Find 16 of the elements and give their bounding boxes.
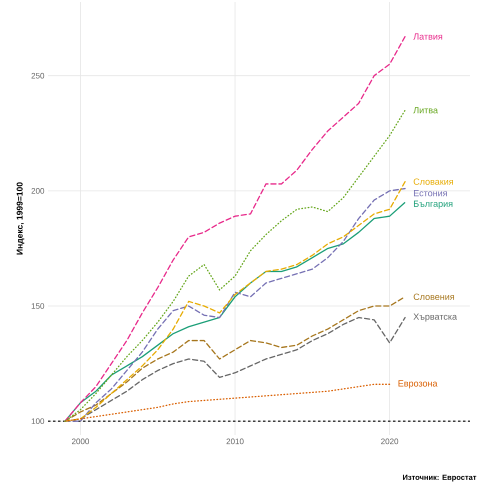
series-label: Словакия [414,178,453,185]
x-tick-label: 2010 [226,438,244,444]
x-tick-label: 2020 [381,438,398,444]
series-label: Латвия [413,33,442,40]
y-tick-label: 200 [32,188,44,194]
series-label: Литва [413,107,438,114]
y-tick-label: 100 [32,418,44,424]
x-tick-label: 2000 [72,438,90,444]
y-tick-label: 150 [32,303,44,309]
series-label: Естония [414,190,447,196]
series-label: България [414,200,452,209]
series-label: Еврозона [398,380,438,388]
y-axis-title: Индекс, 1999=100 [16,182,24,254]
series-label: Хърватска [413,314,458,322]
y-tick-label: 250 [32,72,44,79]
series-label: Словения [414,294,454,300]
